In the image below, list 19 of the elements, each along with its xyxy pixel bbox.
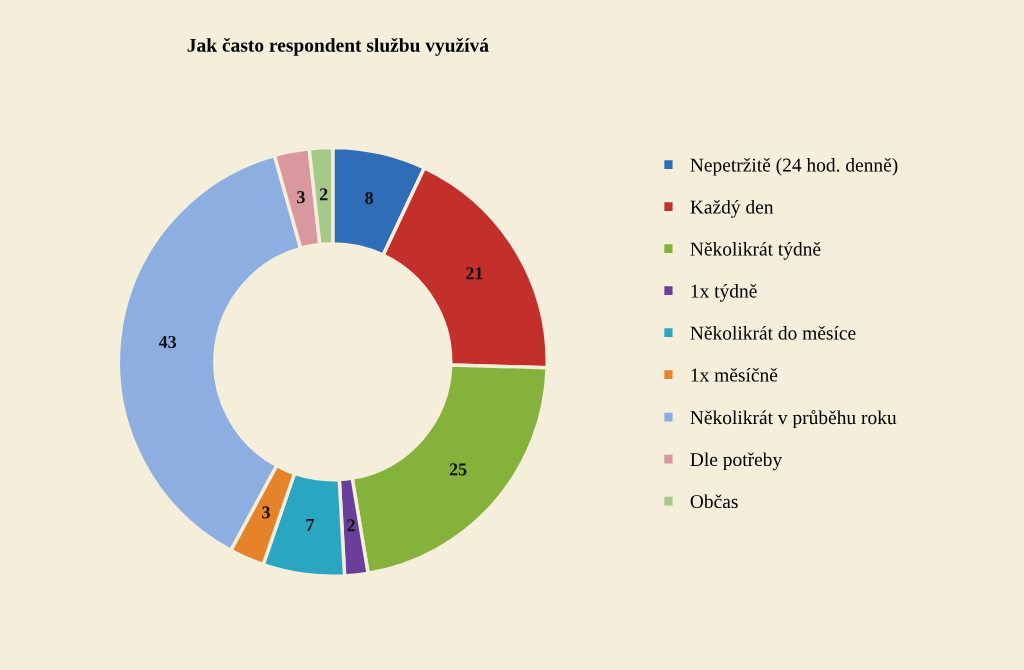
data-label: 2: [347, 519, 355, 532]
data-label: 43: [158, 335, 177, 349]
legend-label: Několikrát v průběhu roku: [690, 409, 897, 429]
data-label: 3: [297, 191, 305, 204]
chart-title: Jak často respondent službu využívá: [187, 37, 489, 56]
data-label: 7: [306, 518, 315, 531]
legend-label: Nepetržitě (24 hod. denně): [690, 157, 898, 176]
data-label: 2: [319, 188, 328, 201]
legend-label: Každý den: [690, 199, 774, 218]
data-label: 21: [466, 267, 483, 280]
legend-label: Občas: [690, 494, 738, 509]
legend-label: 1x týdně: [691, 283, 757, 302]
data-label: 8: [365, 192, 374, 205]
legend-label: 1x měsíčně: [691, 367, 778, 382]
legend-label: Několikrát týdně: [690, 241, 821, 260]
data-label: 25: [449, 463, 467, 476]
data-label: 3: [262, 506, 270, 519]
legend-label: Dle potřeby: [690, 452, 783, 471]
legend-label: Několikrát do měsíce: [690, 325, 856, 340]
